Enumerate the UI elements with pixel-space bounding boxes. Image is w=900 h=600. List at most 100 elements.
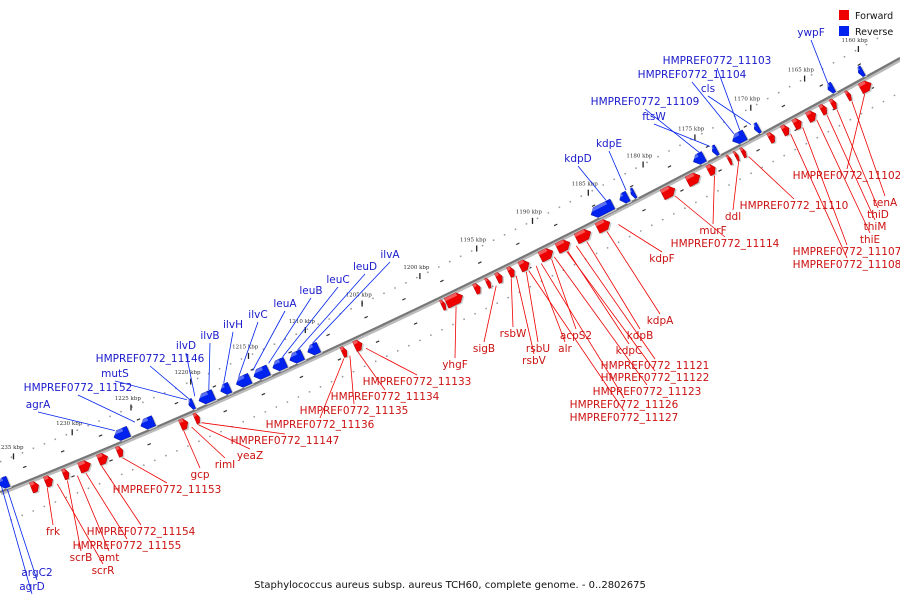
gene-label-hmpref0772-11146[interactable]: HMPREF0772_11146 [96, 353, 205, 365]
reverse-gene-arrow [709, 144, 722, 157]
gene-label-ilva[interactable]: ilvA [380, 249, 400, 261]
leader-line [608, 150, 627, 191]
gene-label-rsbw[interactable]: rsbW [500, 328, 527, 340]
leader-line [732, 161, 739, 211]
leader-line [550, 258, 577, 330]
gene-label-hmpref0772-11152[interactable]: HMPREF0772_11152 [24, 382, 133, 394]
gene-label-kdpb[interactable]: kdpB [627, 330, 654, 342]
gene-label-leub[interactable]: leuB [299, 285, 322, 297]
gene-label-hmpref0772-11123[interactable]: HMPREF0772_11123 [593, 386, 702, 398]
gene-label-kdpe[interactable]: kdpE [596, 138, 622, 150]
gene-label-kdpd[interactable]: kdpD [564, 153, 592, 165]
gene-label-hmpref0772-11102[interactable]: HMPREF0772_11102 [793, 170, 900, 182]
gene-label-ftsw[interactable]: ftsW [642, 111, 666, 123]
gene-label-alr[interactable]: alr [558, 343, 572, 355]
leader-line [674, 195, 726, 238]
gene-label-hmpref0772-11121[interactable]: HMPREF0772_11121 [601, 360, 710, 372]
gene-label-hmpref0772-11109[interactable]: HMPREF0772_11109 [591, 96, 700, 108]
genome-caption: Staphylococcus aureus subsp. aureus TCH6… [254, 580, 646, 591]
gene-label-ilvc[interactable]: ilvC [248, 309, 267, 321]
gene-label-hmpref0772-11154[interactable]: HMPREF0772_11154 [87, 526, 196, 538]
gene-label-kdpf[interactable]: kdpF [649, 253, 674, 265]
gene-label-hmpref0772-11110[interactable]: HMPREF0772_11110 [740, 200, 849, 212]
gene-label-hmpref0772-11135[interactable]: HMPREF0772_11135 [300, 405, 409, 417]
gene-label-hmpref0772-11126[interactable]: HMPREF0772_11126 [570, 399, 679, 411]
legend-label-forward: Forward [855, 11, 893, 22]
gene-label-hmpref0772-11107[interactable]: HMPREF0772_11107 [793, 246, 900, 258]
gene-label-hmpref0772-11136[interactable]: HMPREF0772_11136 [266, 419, 375, 431]
gene-label-rimi[interactable]: rimI [215, 459, 236, 471]
kbp-tick-label: 1190 kbp [516, 210, 543, 216]
gene-label-agra[interactable]: agrA [26, 399, 51, 411]
gene-label-ddl[interactable]: ddl [725, 211, 741, 223]
leader-line [114, 380, 187, 401]
gene-label-kdpc[interactable]: kdpC [616, 345, 643, 357]
gene-label-hmpref0772-11108[interactable]: HMPREF0772_11108 [793, 259, 900, 271]
gene-label-thie[interactable]: thiE [860, 234, 880, 246]
gene-label-hmpref0772-11153[interactable]: HMPREF0772_11153 [113, 484, 222, 496]
gene-label-rsbu[interactable]: rsbU [526, 343, 550, 355]
legend-label-reverse: Reverse [855, 27, 893, 38]
gene-label-hmpref0772-11155[interactable]: HMPREF0772_11155 [73, 540, 182, 552]
gene-label-leua[interactable]: leuA [273, 298, 297, 310]
gene-label-murf[interactable]: murF [699, 225, 726, 237]
leader-line [653, 123, 711, 147]
gene-label-sigb[interactable]: sigB [473, 343, 495, 355]
gene-label-hmpref0772-11122[interactable]: HMPREF0772_11122 [601, 372, 710, 384]
gene-label-scrr[interactable]: scrR [92, 565, 115, 577]
gene-label-argc2[interactable]: argC2 [21, 567, 52, 579]
forward-gene-arrow [537, 248, 555, 264]
gene-label-muts[interactable]: mutS [101, 368, 129, 380]
gene-label-thim[interactable]: thiM [864, 221, 887, 233]
gene-label-hmpref0772-11133[interactable]: HMPREF0772_11133 [363, 376, 472, 388]
reverse-gene-arrow [0, 475, 12, 490]
leader-line [319, 358, 345, 419]
gene-label-hmpref0772-11127[interactable]: HMPREF0772_11127 [570, 412, 679, 424]
gene-label-hmpref0772-11103[interactable]: HMPREF0772_11103 [663, 55, 772, 67]
leader-line [565, 250, 656, 372]
gene-label-ilvb[interactable]: ilvB [200, 330, 219, 342]
leader-line [0, 479, 33, 595]
gene-label-scrb[interactable]: scrB [70, 552, 93, 564]
gene-label-amt[interactable]: amt [99, 552, 120, 564]
reverse-gene-arrow [617, 190, 633, 205]
gene-label-leuc[interactable]: leuC [326, 274, 349, 286]
gene-label-frk[interactable]: frk [46, 526, 61, 538]
leader-line [826, 114, 876, 221]
leader-line [77, 394, 136, 423]
leader-line [606, 230, 661, 315]
leader-line [252, 310, 286, 371]
reverse-gene-arrow [855, 65, 868, 78]
kbp-tick-label: 1225 kbp [115, 396, 142, 402]
forward-gene-arrow [732, 150, 742, 163]
forward-gene-arrow [791, 118, 804, 131]
gene-label-rsbv[interactable]: rsbV [522, 355, 546, 367]
gene-label-ilvd[interactable]: ilvD [176, 340, 196, 352]
leader-line [525, 270, 539, 343]
gene-label-ywpf[interactable]: ywpF [797, 27, 825, 39]
forward-gene-arrow [517, 259, 531, 274]
gene-label-hmpref0772-11114[interactable]: HMPREF0772_11114 [671, 238, 780, 250]
forward-gene-arrow [779, 124, 791, 138]
leader-line [282, 286, 339, 358]
leader-line [585, 240, 641, 330]
gene-label-cls[interactable]: cls [701, 83, 715, 95]
gene-label-kdpa[interactable]: kdpA [647, 315, 674, 327]
gene-label-acps2[interactable]: acpS2 [560, 330, 592, 342]
gene-label-gcp[interactable]: gcp [190, 469, 209, 481]
gene-label-agrd[interactable]: agrD [19, 581, 45, 593]
gene-label-yeaz[interactable]: yeaZ [237, 450, 263, 462]
kbp-tick-label: 1210 kbp [289, 319, 316, 325]
leader-line [707, 95, 752, 126]
gene-label-yhgf[interactable]: yhgF [442, 359, 468, 371]
gene-label-hmpref0772-11147[interactable]: HMPREF0772_11147 [231, 435, 340, 447]
gene-label-ilvh[interactable]: ilvH [223, 319, 243, 331]
gene-label-hmpref0772-11134[interactable]: HMPREF0772_11134 [331, 391, 440, 403]
leader-line [365, 347, 418, 376]
gene-label-leud[interactable]: leuD [353, 261, 377, 273]
gene-label-tena[interactable]: tenA [873, 197, 898, 209]
gene-label-hmpref0772-11104[interactable]: HMPREF0772_11104 [638, 69, 747, 81]
gene-label-thid[interactable]: thiD [867, 209, 889, 221]
forward-gene-arrow [443, 292, 465, 310]
